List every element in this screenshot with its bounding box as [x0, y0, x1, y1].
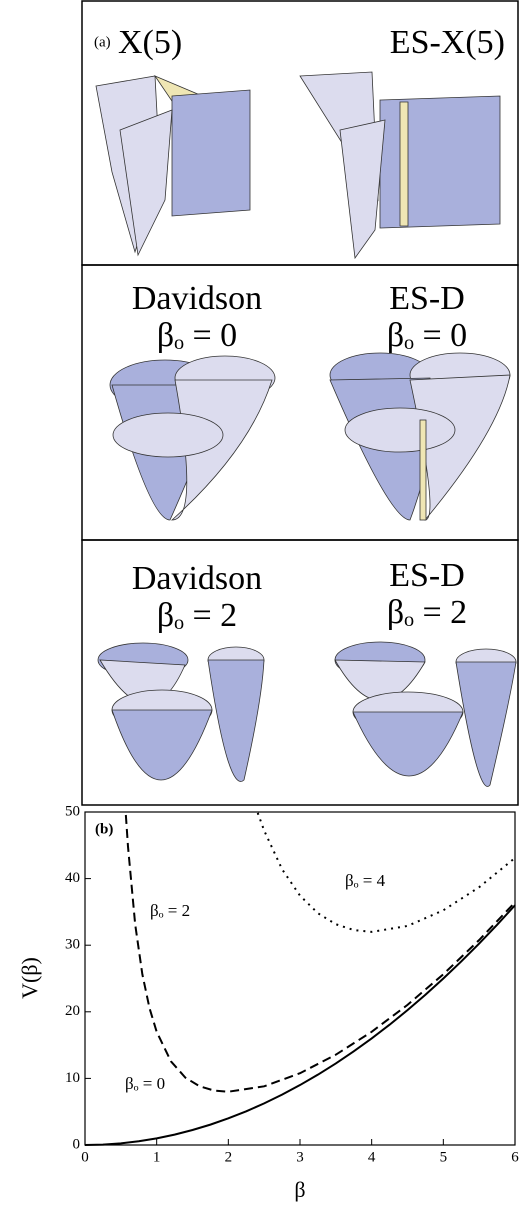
x-tick-label: 1 [153, 1149, 161, 1165]
x-tick-label: 3 [296, 1149, 304, 1165]
surface-title: βₒ = 2 [387, 594, 467, 631]
x-tick-label: 6 [511, 1149, 519, 1165]
series-label: βₒ = 4 [345, 871, 386, 890]
x-axis-title: β [294, 1177, 305, 1202]
series-label: βₒ = 0 [125, 1074, 165, 1093]
surface-title: X(5) [118, 24, 182, 61]
x-tick-label: 5 [440, 1149, 448, 1165]
surface-title: βₒ = 0 [387, 317, 467, 354]
surface-title: Davidson [132, 560, 262, 597]
line [258, 813, 515, 932]
surface-title: ES-X(5) [390, 24, 505, 61]
surface-title: βₒ = 2 [157, 597, 237, 634]
surface-plots [96, 72, 516, 786]
surface-title: ES-D [389, 280, 465, 317]
y-tick-label: 0 [73, 1136, 81, 1152]
x-tick-label: 0 [81, 1149, 89, 1165]
y-tick-label: 50 [65, 803, 80, 819]
series-label: βₒ = 2 [150, 901, 190, 920]
panel-label: (b) [95, 821, 113, 837]
figure: (a) X(5) ES-X(5) Davidson βₒ = 0 ES-D βₒ… [0, 0, 523, 1209]
line [126, 815, 515, 1092]
line [85, 905, 515, 1145]
surface-title: ES-D [389, 557, 465, 594]
y-axis-title: V(β) [17, 957, 42, 999]
surface-title: βₒ = 0 [157, 317, 237, 354]
y-tick-label: 20 [65, 1003, 80, 1019]
x-tick-label: 2 [225, 1149, 233, 1165]
plot: (b) β V(β) [17, 812, 515, 1202]
y-tick-label: 40 [65, 870, 80, 886]
y-tick-label: 10 [65, 1070, 80, 1086]
panel-label: (a) [94, 34, 111, 50]
x-tick-label: 4 [368, 1149, 376, 1165]
surface-title: Davidson [132, 280, 262, 317]
y-tick-label: 30 [65, 937, 80, 953]
plot-frame [85, 812, 515, 1145]
